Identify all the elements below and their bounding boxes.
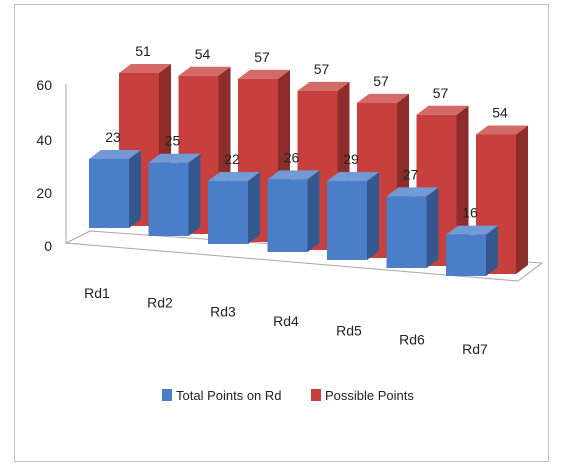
data-label-possible-points: 51 xyxy=(135,43,151,59)
x-tick-label: Rd7 xyxy=(462,341,488,357)
chart-labels: 51 54 57 57 57 57 54 23 25 22 26 29 27 16 Rd1 Rd2 Rd3 Rd4… xyxy=(84,43,508,357)
legend: Total Points on Rd Possible Points xyxy=(162,388,414,403)
y-tick-label: 20 xyxy=(36,185,52,201)
data-label-total-points: 29 xyxy=(343,151,359,167)
y-tick-label: 60 xyxy=(36,77,52,93)
legend-label-possible-points: Possible Points xyxy=(325,388,414,403)
x-tick-label: Rd5 xyxy=(336,322,362,338)
legend-swatch-possible-points xyxy=(311,389,321,401)
chart-axes: 0 20 40 60 xyxy=(36,77,544,282)
bar-total-points xyxy=(267,170,320,252)
data-label-total-points: 27 xyxy=(403,166,419,182)
bar-total-points xyxy=(386,187,439,268)
data-label-total-points: 26 xyxy=(284,149,300,165)
data-label-possible-points: 54 xyxy=(195,46,211,62)
data-label-possible-points: 57 xyxy=(314,61,330,77)
data-label-possible-points: 57 xyxy=(373,73,389,89)
data-label-possible-points: 57 xyxy=(433,85,449,101)
bar-total-points xyxy=(148,153,201,236)
data-label-total-points: 22 xyxy=(224,151,240,167)
x-tick-label: Rd4 xyxy=(273,313,299,329)
legend-label-total-points: Total Points on Rd xyxy=(176,388,282,403)
x-tick-label: Rd1 xyxy=(84,285,110,301)
x-tick-label: Rd6 xyxy=(399,332,425,348)
data-label-possible-points: 54 xyxy=(492,105,508,121)
x-tick-label: Rd3 xyxy=(210,304,236,320)
data-label-total-points: 23 xyxy=(105,129,121,145)
total-points-series xyxy=(89,150,498,276)
data-label-possible-points: 57 xyxy=(254,49,270,65)
y-tick-label: 40 xyxy=(36,132,52,148)
bar-total-points xyxy=(327,172,379,260)
x-tick-label: Rd2 xyxy=(147,294,173,310)
floor-plane xyxy=(64,230,544,282)
data-label-total-points: 16 xyxy=(462,205,478,221)
legend-swatch-total-points xyxy=(162,389,172,401)
bar-total-points xyxy=(89,150,141,228)
data-label-total-points: 25 xyxy=(165,133,181,149)
y-tick-label: 0 xyxy=(44,238,52,254)
bar-total-points xyxy=(446,225,498,276)
bar-total-points xyxy=(208,172,260,244)
